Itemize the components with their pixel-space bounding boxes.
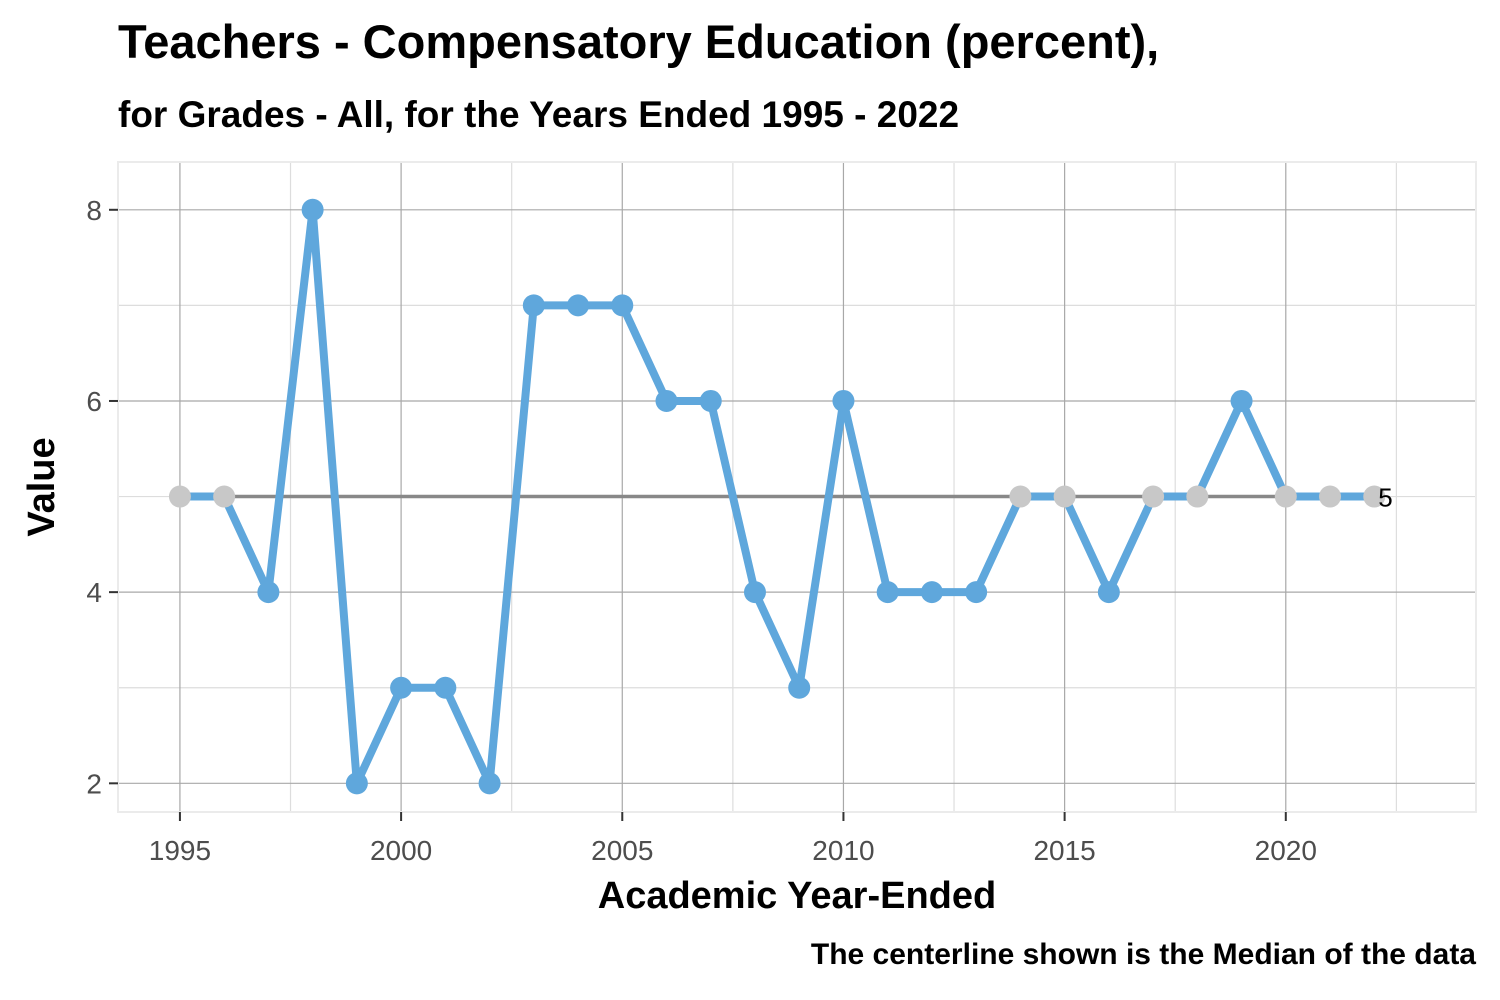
data-point [743, 581, 766, 604]
y-axis-ticks: 2 4 6 8 [86, 195, 118, 799]
chart-subtitle: for Grades - All, for the Years Ended 19… [118, 94, 960, 135]
data-point [1230, 389, 1253, 412]
data-point [434, 676, 457, 699]
y-axis-title: Value [21, 437, 63, 536]
data-point [1274, 485, 1297, 508]
data-point [699, 389, 722, 412]
data-point [522, 294, 545, 317]
x-tick-label: 2015 [1033, 835, 1095, 866]
chart-caption: The centerline shown is the Median of th… [810, 938, 1476, 971]
data-points [168, 198, 1386, 795]
data-point [876, 581, 899, 604]
x-tick-label: 2005 [591, 835, 653, 866]
data-point [345, 772, 368, 795]
panel-border [117, 161, 1477, 813]
x-axis-title: Academic Year-Ended [598, 875, 996, 917]
data-point [1363, 485, 1386, 508]
x-tick-label: 2000 [370, 835, 432, 866]
data-point [1053, 485, 1076, 508]
data-point [1009, 485, 1032, 508]
x-tick-label: 1995 [149, 835, 211, 866]
y-tick-label: 6 [86, 386, 102, 417]
data-point [920, 581, 943, 604]
data-point [965, 581, 988, 604]
data-point [390, 676, 413, 699]
x-axis-ticks: 1995 2000 2005 2010 2015 2020 [149, 812, 1317, 866]
data-point [832, 389, 855, 412]
data-point [168, 485, 191, 508]
data-point [1186, 485, 1209, 508]
grid [118, 162, 1476, 812]
x-tick-label: 2010 [812, 835, 874, 866]
data-point [611, 294, 634, 317]
y-tick-label: 4 [86, 577, 102, 608]
data-point [213, 485, 236, 508]
median-value-label: 5 [1378, 483, 1392, 513]
y-tick-label: 2 [86, 768, 102, 799]
data-point [1319, 485, 1342, 508]
data-point [788, 676, 811, 699]
data-point [567, 294, 590, 317]
data-point [257, 581, 280, 604]
series-line [175, 205, 1379, 788]
data-point [1097, 581, 1120, 604]
data-point [301, 198, 324, 221]
data-point [1142, 485, 1165, 508]
data-point [478, 772, 501, 795]
x-tick-label: 2020 [1255, 835, 1317, 866]
data-point [655, 389, 678, 412]
chart-title: Teachers - Compensatory Education (perce… [118, 15, 1160, 68]
y-tick-label: 8 [86, 195, 102, 226]
